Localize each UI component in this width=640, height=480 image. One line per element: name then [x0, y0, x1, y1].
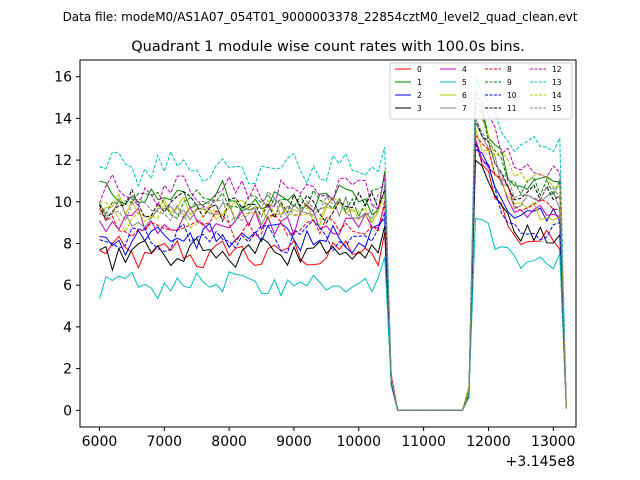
y-tick-label: 4	[63, 320, 72, 336]
series-12-line	[99, 91, 567, 411]
y-tick-label: 12	[54, 153, 72, 169]
legend-label-15: 15	[552, 104, 562, 113]
y-tick-label: 6	[63, 278, 72, 294]
chart-suptitle: Data file: modeM0/AS1A07_054T01_90000033…	[63, 10, 578, 24]
legend-label-14: 14	[552, 91, 562, 100]
axes: 6000 7000 8000 9000 10000 11000 12000 13000 0 2 4 6…	[54, 59, 577, 450]
x-tick-label: 6000	[82, 434, 118, 450]
series-0-line	[99, 139, 567, 411]
y-tick-label: 14	[54, 111, 72, 127]
x-tick-label: 9000	[276, 434, 312, 450]
y-tick-label: 8	[63, 237, 72, 253]
legend-label-13: 13	[552, 78, 562, 87]
chart-title: Quadrant 1 module wise count rates with …	[131, 39, 525, 55]
legend-label-8: 8	[507, 65, 512, 74]
series-group	[99, 76, 567, 411]
series-10-line	[99, 143, 567, 411]
legend-label-9: 9	[507, 78, 512, 87]
series-15-line	[99, 118, 567, 411]
legend-label-2: 2	[417, 91, 422, 100]
y-tick-label: 2	[63, 362, 72, 378]
legend-label-3: 3	[417, 104, 422, 113]
plot-area	[80, 60, 576, 427]
legend-label-7: 7	[462, 104, 467, 113]
series-3-line	[99, 159, 567, 411]
legend-label-10: 10	[507, 91, 517, 100]
legend-label-5: 5	[462, 78, 467, 87]
series-5-line	[99, 217, 567, 411]
y-tick-label: 16	[54, 70, 72, 86]
legend-label-1: 1	[417, 78, 422, 87]
legend-label-11: 11	[507, 104, 517, 113]
x-tick-label: 10000	[337, 434, 382, 450]
y-tick-label: 10	[54, 195, 72, 211]
y-tick-label: 0	[63, 403, 72, 419]
legend-box	[389, 62, 573, 120]
series-14-line	[99, 113, 567, 411]
legend-label-4: 4	[462, 65, 467, 74]
series-7-line	[99, 122, 567, 411]
x-offset-label: +3.145e8	[506, 454, 575, 470]
legend-label-12: 12	[552, 65, 562, 74]
legend-label-6: 6	[462, 91, 467, 100]
x-tick-label: 11000	[401, 434, 446, 450]
legend-label-0: 0	[417, 65, 422, 74]
x-tick-label: 13000	[531, 434, 576, 450]
series-6-line	[99, 128, 567, 411]
x-tick-label: 7000	[146, 434, 182, 450]
x-tick-label: 8000	[211, 434, 247, 450]
x-tick-label: 12000	[466, 434, 511, 450]
